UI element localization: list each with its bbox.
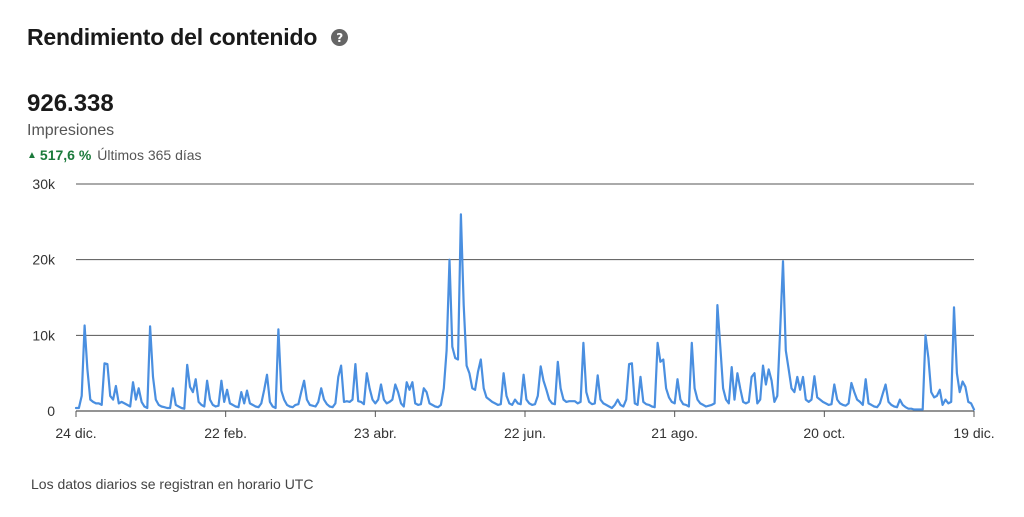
x-tick-label-3: 22 jun. bbox=[504, 425, 546, 441]
change-period: Últimos 365 días bbox=[97, 147, 202, 163]
y-tick-label-2: 20k bbox=[32, 252, 56, 268]
header: Rendimiento del contenido ? bbox=[27, 24, 349, 51]
x-tick-label-6: 19 dic. bbox=[953, 425, 994, 441]
impressions-label: Impresiones bbox=[27, 122, 115, 139]
change-indicator: ▲ 517,6 % Últimos 365 días bbox=[27, 147, 202, 163]
x-tick-label-0: 24 dic. bbox=[55, 425, 96, 441]
footnote: Los datos diarios se registran en horari… bbox=[31, 476, 314, 492]
change-percent: 517,6 % bbox=[39, 147, 92, 163]
triangle-up-icon: ▲ bbox=[27, 149, 37, 161]
x-tick-label-4: 21 ago. bbox=[651, 425, 698, 441]
help-icon[interactable]: ? bbox=[331, 29, 349, 46]
page-title: Rendimiento del contenido bbox=[27, 24, 318, 50]
impressions-value: 926.338 bbox=[27, 90, 114, 117]
x-tick-label-1: 22 feb. bbox=[204, 425, 247, 441]
impressions-series-line bbox=[74, 213, 976, 411]
x-tick-label-5: 20 oct. bbox=[803, 425, 845, 441]
y-tick-label-1: 10k bbox=[32, 327, 56, 343]
y-tick-label-0: 0 bbox=[47, 403, 55, 419]
x-tick-label-2: 23 abr. bbox=[354, 425, 397, 441]
y-tick-label-3: 30k bbox=[32, 176, 56, 192]
impressions-line-chart: 0 10k 20k 30k 24 dic. 22 feb. 23 abr. 22 jun. 21… bbox=[32, 176, 994, 441]
